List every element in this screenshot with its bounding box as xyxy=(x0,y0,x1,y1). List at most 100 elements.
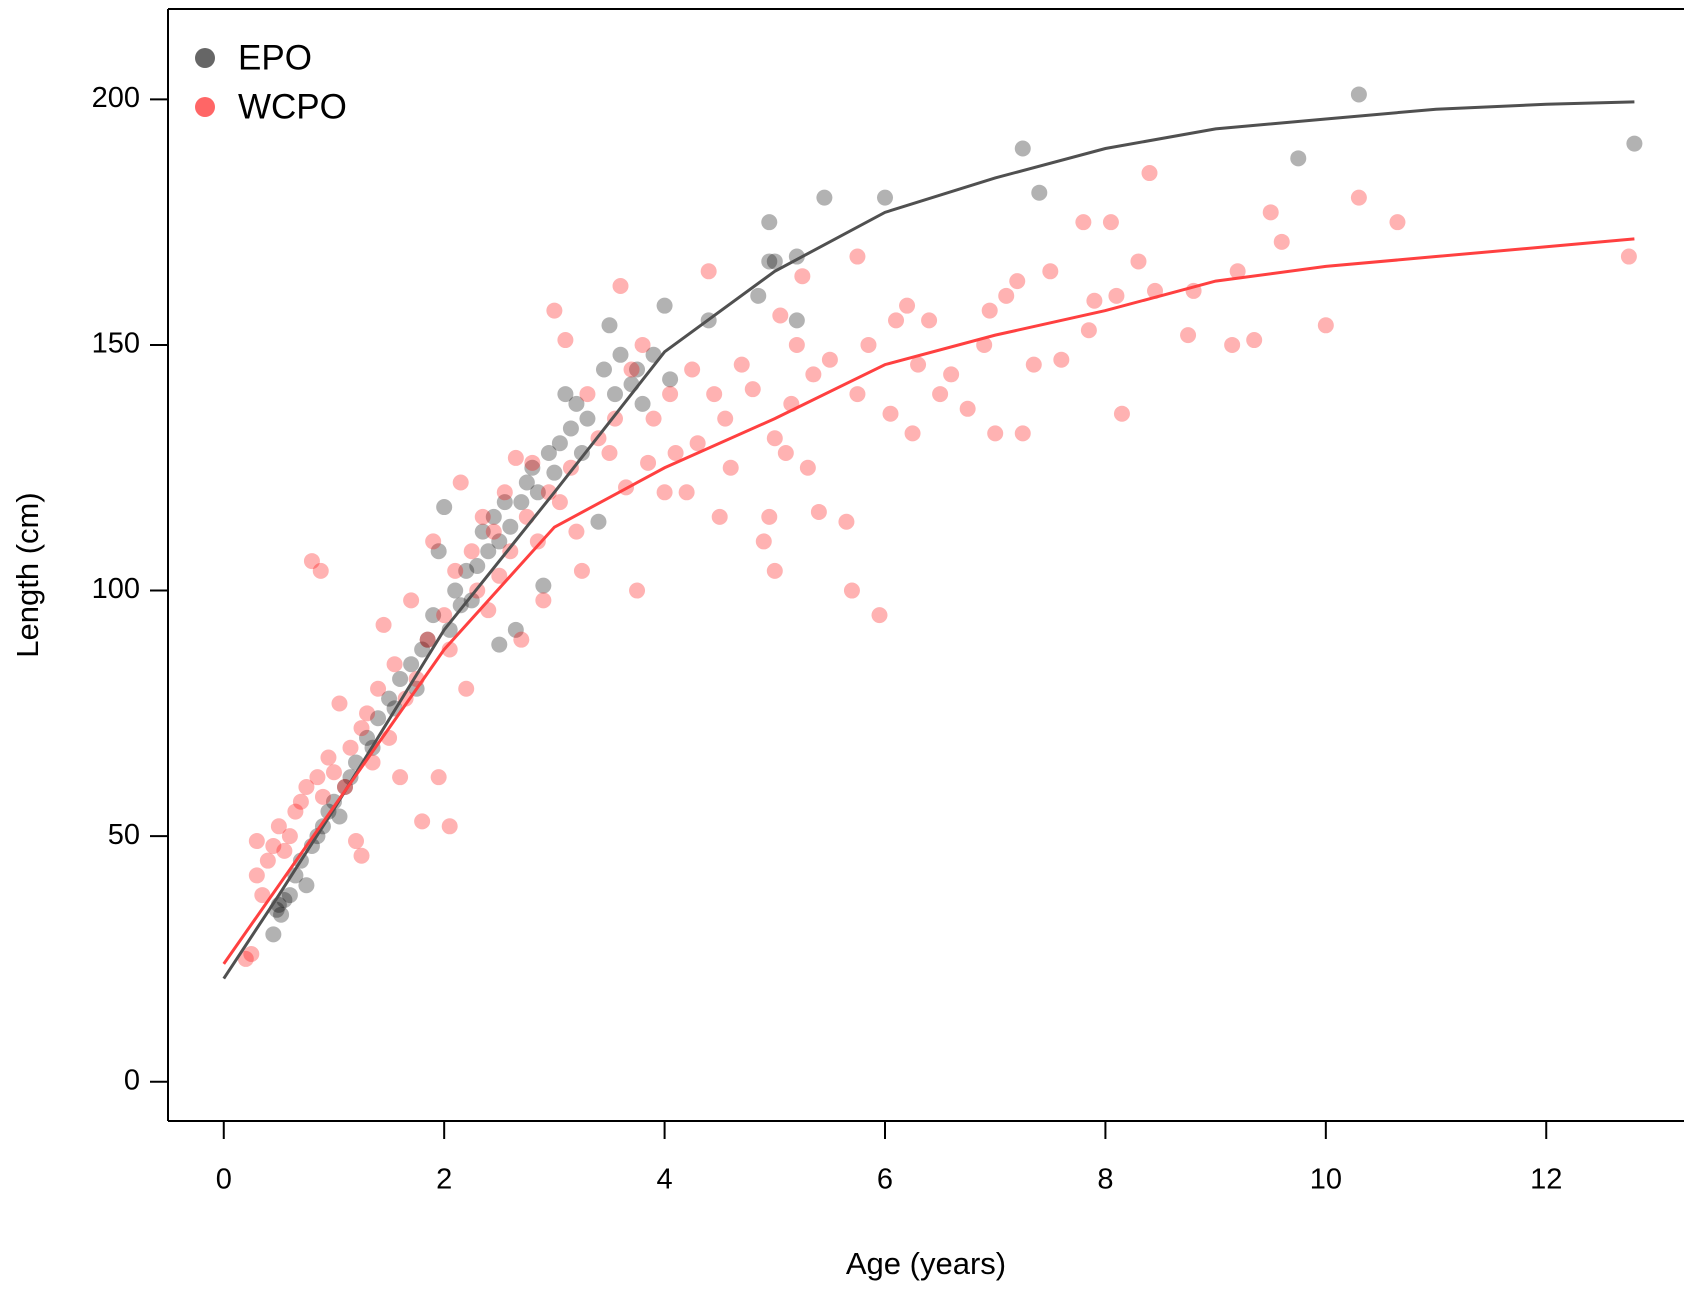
data-point xyxy=(1075,214,1092,231)
data-point xyxy=(899,297,916,314)
data-point xyxy=(524,459,541,476)
data-point xyxy=(623,376,640,393)
data-point xyxy=(496,484,513,501)
y-tick-label: 50 xyxy=(108,819,140,851)
data-point xyxy=(1229,263,1246,280)
data-point xyxy=(273,906,290,923)
data-point xyxy=(535,577,552,594)
data-point xyxy=(810,503,827,520)
data-point xyxy=(921,312,938,329)
data-point xyxy=(419,631,436,648)
data-point xyxy=(248,833,265,850)
legend-label: EPO xyxy=(238,38,312,77)
data-point xyxy=(452,597,469,614)
data-point xyxy=(370,710,387,727)
data-point xyxy=(1273,233,1290,250)
data-point xyxy=(320,749,337,766)
data-point xyxy=(788,336,805,353)
data-point xyxy=(1080,322,1097,339)
data-point xyxy=(248,867,265,884)
data-point xyxy=(298,877,315,894)
data-point xyxy=(689,435,706,452)
x-tick-label: 6 xyxy=(877,1164,893,1196)
data-point xyxy=(562,420,579,437)
data-point xyxy=(425,607,442,624)
data-point xyxy=(518,508,535,525)
data-point xyxy=(843,582,860,599)
data-point xyxy=(733,356,750,373)
data-point xyxy=(595,361,612,378)
data-point xyxy=(623,361,640,378)
data-point xyxy=(821,351,838,368)
data-point xyxy=(816,189,833,206)
data-point xyxy=(932,386,949,403)
data-point xyxy=(1113,405,1130,422)
data-point xyxy=(1246,332,1263,349)
data-point xyxy=(397,690,414,707)
data-point xyxy=(1141,165,1158,182)
data-point xyxy=(491,636,508,653)
data-point xyxy=(507,621,524,638)
data-point xyxy=(392,769,409,786)
data-point xyxy=(910,356,927,373)
data-point xyxy=(309,769,326,786)
data-point xyxy=(403,656,420,673)
x-tick-label: 2 xyxy=(436,1164,452,1196)
data-point xyxy=(270,818,287,835)
data-point xyxy=(281,887,298,904)
data-point xyxy=(480,543,497,560)
data-point xyxy=(1389,214,1406,231)
x-tick-label: 4 xyxy=(657,1164,673,1196)
data-point xyxy=(849,386,866,403)
data-point xyxy=(640,454,657,471)
data-point xyxy=(750,287,767,304)
data-point xyxy=(1350,189,1367,206)
data-point xyxy=(298,779,315,796)
data-point xyxy=(243,946,260,963)
data-point xyxy=(662,386,679,403)
data-point xyxy=(281,828,298,845)
data-point xyxy=(348,833,365,850)
data-point xyxy=(755,533,772,550)
data-point xyxy=(761,508,778,525)
data-point xyxy=(276,842,293,859)
data-point xyxy=(805,366,822,383)
data-point xyxy=(491,533,508,550)
data-point xyxy=(469,557,486,574)
data-point xyxy=(375,616,392,633)
y-tick-label: 0 xyxy=(124,1064,140,1096)
data-point xyxy=(888,312,905,329)
data-point xyxy=(684,361,701,378)
data-point xyxy=(524,454,541,471)
x-axis-title: Age (years) xyxy=(846,1246,1006,1281)
data-point xyxy=(722,459,739,476)
data-point xyxy=(656,484,673,501)
data-point xyxy=(1626,135,1643,152)
data-point xyxy=(474,523,491,540)
legend-marker xyxy=(195,48,215,68)
data-point xyxy=(463,543,480,560)
data-point xyxy=(359,705,376,722)
data-point xyxy=(557,332,574,349)
data-point xyxy=(634,336,651,353)
data-point xyxy=(678,484,695,501)
data-point xyxy=(507,449,524,466)
data-point xyxy=(502,518,519,535)
data-point xyxy=(1042,263,1059,280)
data-point xyxy=(568,523,585,540)
data-point xyxy=(1262,204,1279,221)
data-point xyxy=(601,317,618,334)
data-point xyxy=(1317,317,1334,334)
data-point xyxy=(1031,184,1048,201)
data-point xyxy=(485,523,502,540)
data-point xyxy=(513,494,530,511)
data-point xyxy=(386,656,403,673)
data-point xyxy=(265,837,282,854)
data-point xyxy=(1180,327,1197,344)
data-point xyxy=(546,464,563,481)
data-point xyxy=(414,813,431,830)
data-point xyxy=(441,818,458,835)
data-point xyxy=(353,847,370,864)
data-point xyxy=(254,887,271,904)
